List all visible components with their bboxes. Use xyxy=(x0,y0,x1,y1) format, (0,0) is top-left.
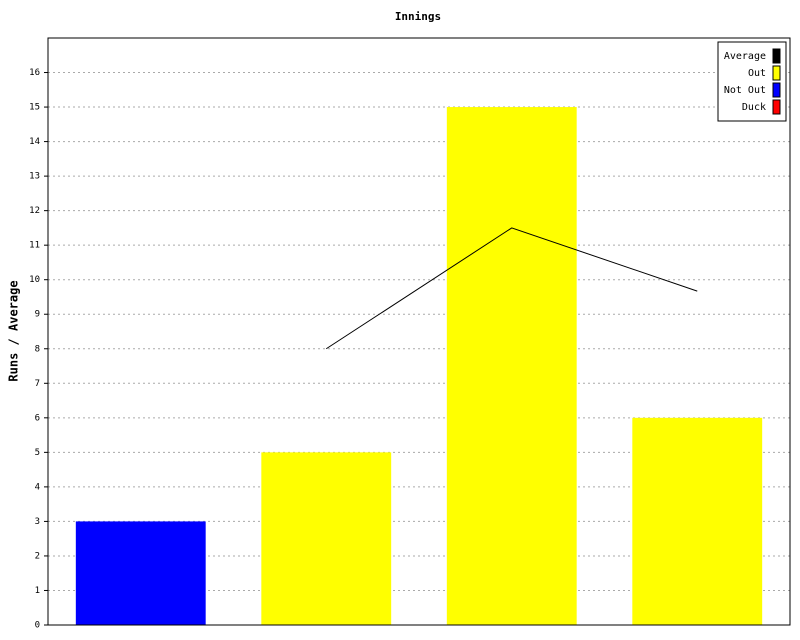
y-tick-label: 6 xyxy=(35,413,40,423)
y-tick-label: 8 xyxy=(35,344,40,354)
chart-title: Innings xyxy=(395,10,441,23)
y-tick-label: 15 xyxy=(29,103,40,113)
legend-label: Average xyxy=(724,51,766,62)
y-tick-label: 7 xyxy=(35,379,40,389)
legend-swatch xyxy=(772,99,781,115)
legend-label: Duck xyxy=(742,102,766,113)
bar xyxy=(75,521,206,625)
y-tick-label: 4 xyxy=(35,482,40,492)
y-tick-label: 1 xyxy=(35,586,40,596)
y-tick-label: 0 xyxy=(35,621,40,631)
bar xyxy=(261,452,392,625)
y-tick-label: 2 xyxy=(35,551,40,561)
bar xyxy=(446,107,577,625)
bar xyxy=(632,417,763,625)
y-tick-label: 10 xyxy=(29,275,40,285)
y-tick-label: 16 xyxy=(29,68,40,78)
average-line xyxy=(325,227,698,350)
y-tick-label: 13 xyxy=(29,172,40,182)
plot-frame xyxy=(47,37,791,626)
y-tick-label: 5 xyxy=(35,448,40,458)
y-tick-label: 12 xyxy=(29,206,40,216)
legend-swatch xyxy=(772,65,781,81)
y-tick-label: 9 xyxy=(35,310,40,320)
legend-label: Not Out xyxy=(724,85,766,96)
y-tick-label: 14 xyxy=(29,137,40,147)
y-tick-label: 3 xyxy=(35,517,40,527)
legend-swatch xyxy=(772,48,781,64)
y-tick-label: 11 xyxy=(29,241,40,251)
y-axis-label: Runs / Average xyxy=(7,280,21,381)
legend-swatch xyxy=(772,82,781,98)
legend-label: Out xyxy=(748,68,766,79)
